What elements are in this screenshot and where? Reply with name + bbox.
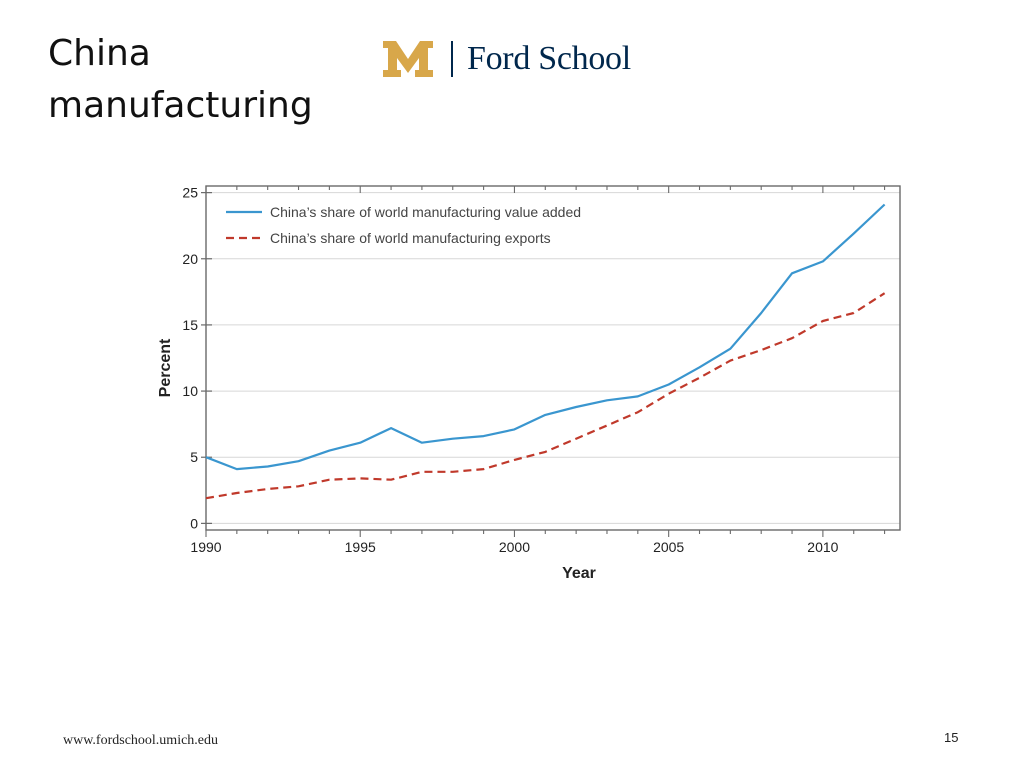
y-tick-label-20: 20 [182,251,198,267]
logo-wordmark: Ford School [467,40,631,77]
legend-label-1: China’s share of world manufacturing val… [270,204,581,220]
series-line-2 [205,292,886,500]
x-tick-label-1990: 1990 [190,539,221,555]
legend-label-2: China’s share of world manufacturing exp… [270,230,551,246]
y-tick-label-15: 15 [182,317,198,333]
y-axis-label: Percent [157,338,174,397]
line-chart: 0 5 10 15 20 25 1990 1995 2000 2005 2010 Year Percen… [157,185,901,582]
footer-url[interactable]: www.fordschool.umich.edu [63,733,219,748]
y-tick-label-25: 25 [182,185,198,201]
slide-title-line-2: manufacturing [48,85,313,126]
x-tick-label-2000: 2000 [499,539,530,555]
chart-container: 0 5 10 15 20 25 1990 1995 2000 2005 2010 Year Percen… [150,180,910,590]
x-axis-label: Year [562,565,596,582]
logo-divider [451,41,453,77]
x-tick-label-2005: 2005 [653,539,684,555]
ford-school-logo: Ford School [381,38,631,80]
y-tick-label-0: 0 [190,515,198,531]
series-line-1 [205,203,886,471]
slide-title-line-1: China [48,33,151,74]
slide-title: China manufacturing [48,28,368,132]
x-tick-label-2010: 2010 [807,539,838,555]
page-number: 15 [944,730,959,745]
y-tick-label-5: 5 [190,449,198,465]
block-m-icon [383,41,433,77]
plot-frame [205,185,901,531]
x-tick-label-1995: 1995 [345,539,376,555]
y-tick-label-10: 10 [182,383,198,399]
